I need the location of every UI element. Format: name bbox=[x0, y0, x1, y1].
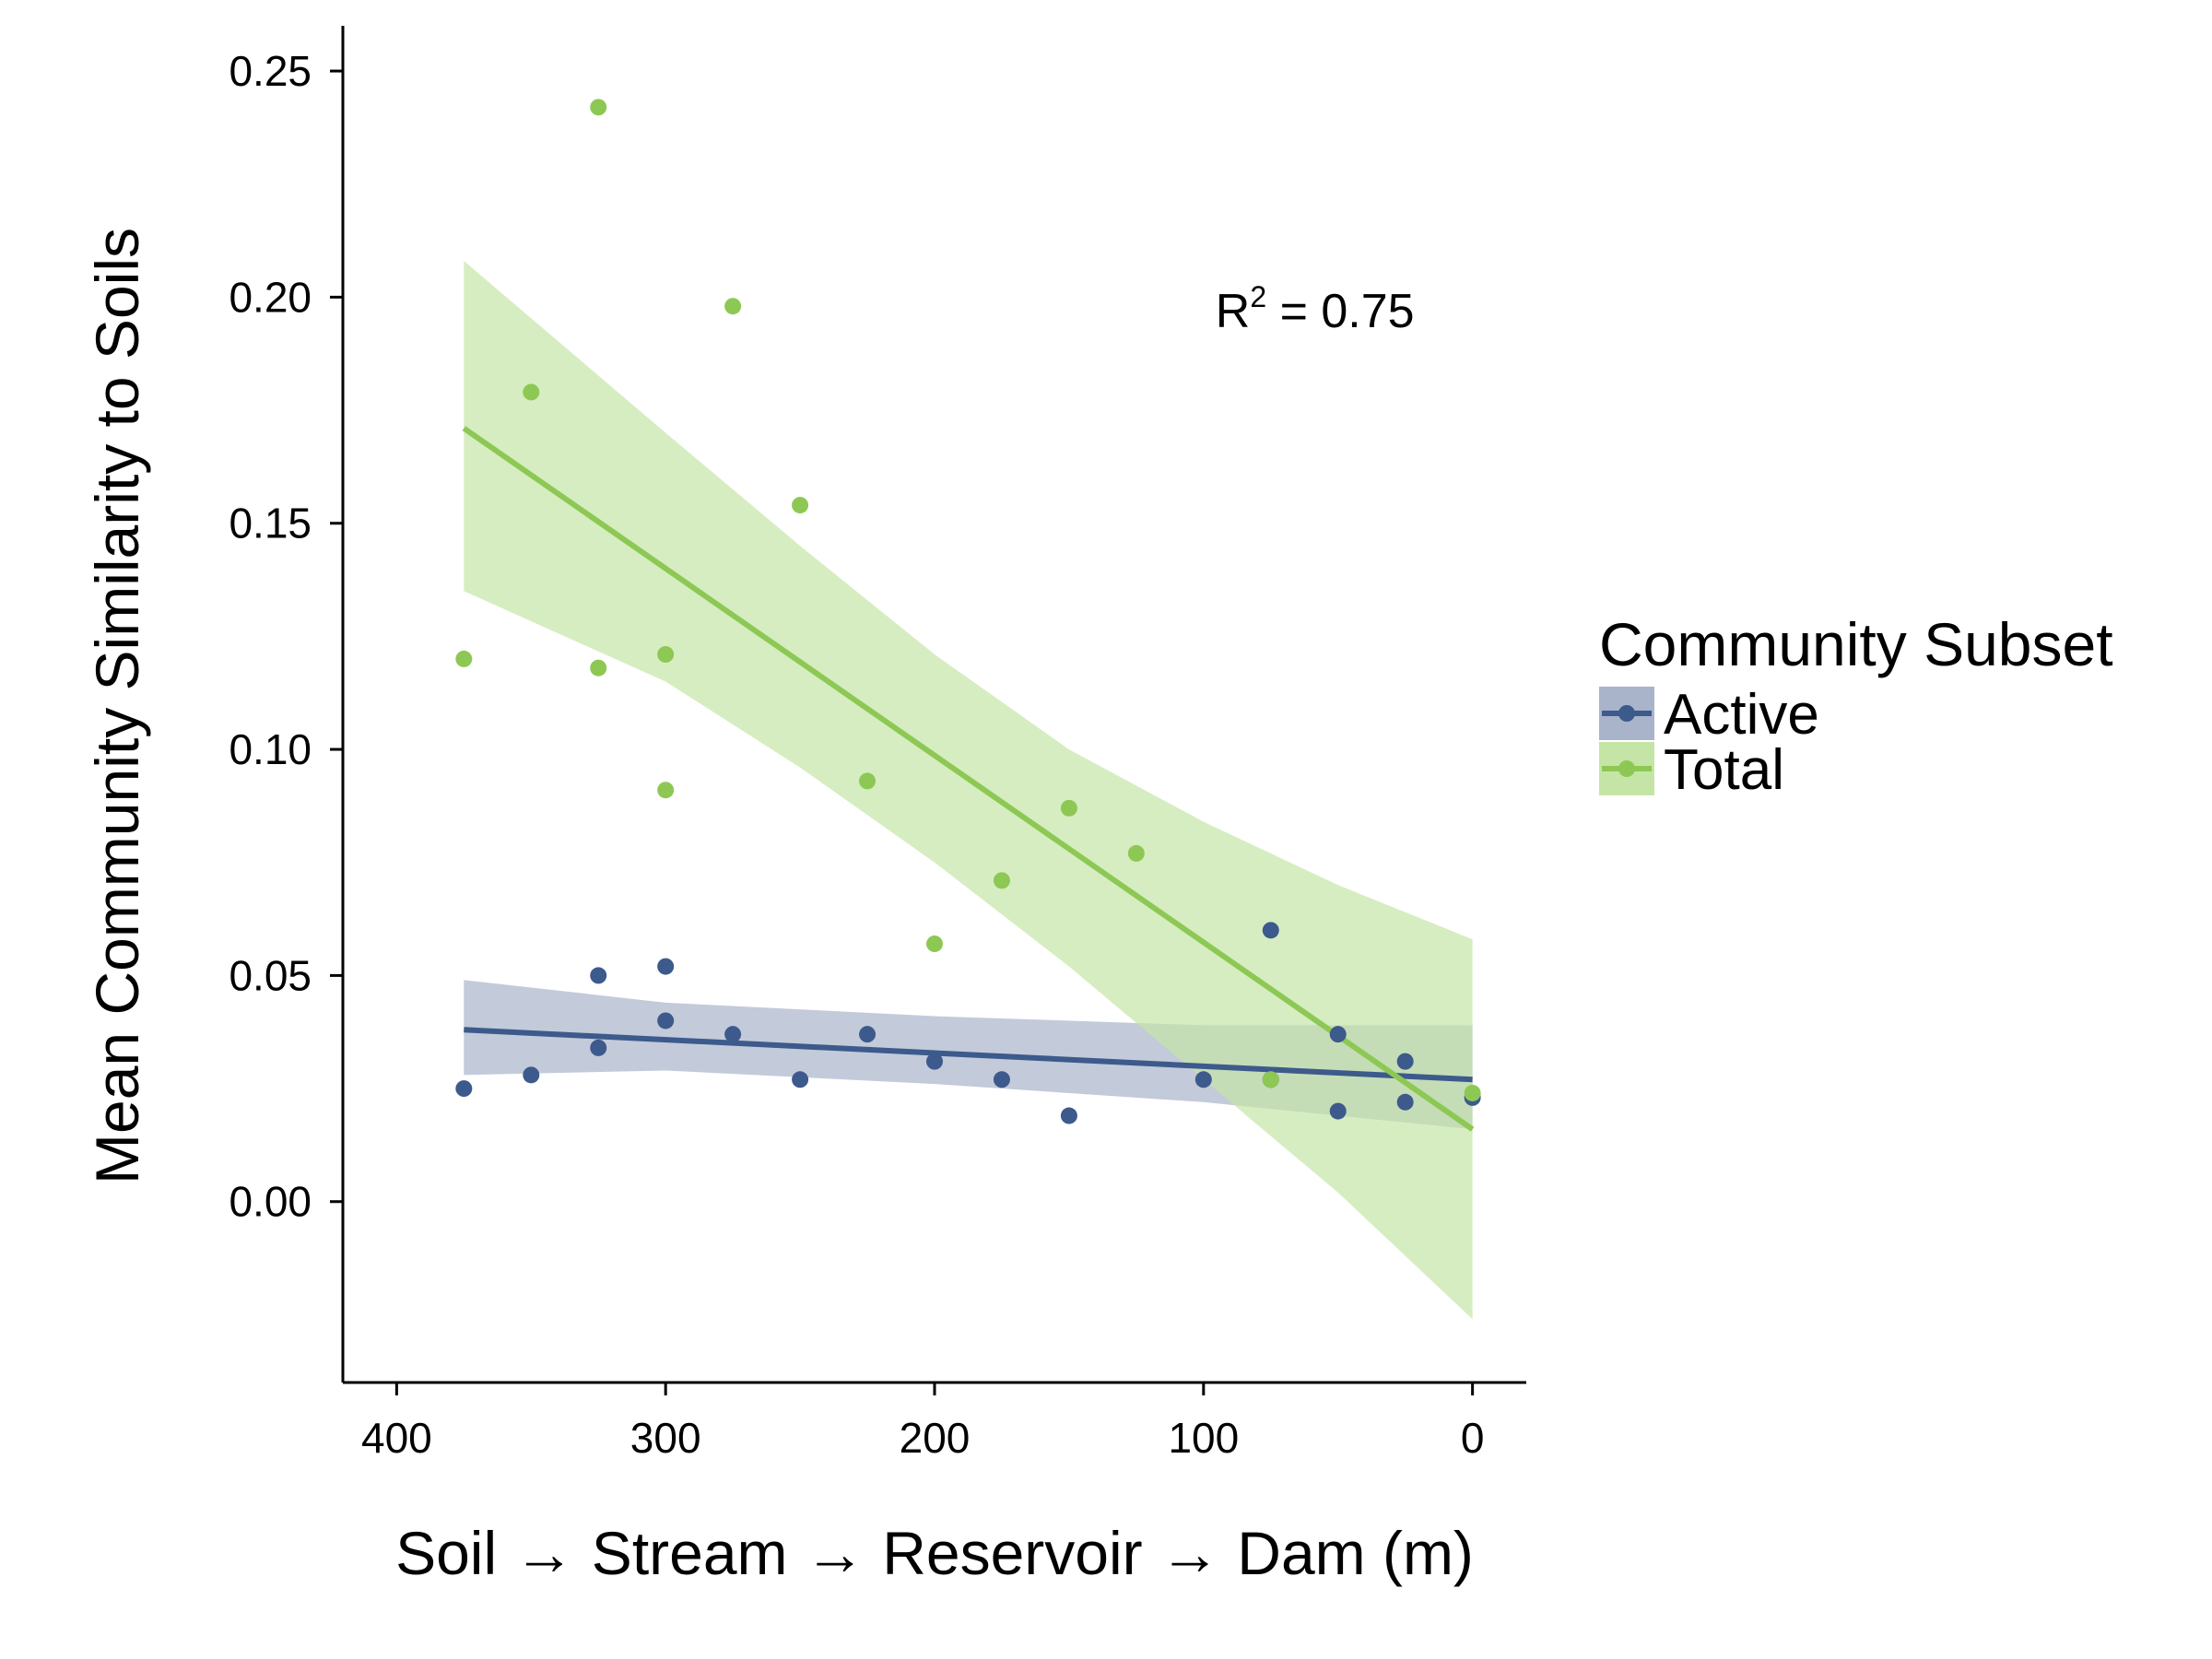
data-point-total bbox=[523, 383, 540, 401]
legend-label-total: Total bbox=[1664, 738, 1784, 802]
data-point-total bbox=[590, 659, 607, 677]
data-point-active bbox=[1262, 922, 1279, 939]
data-point-active bbox=[724, 1026, 742, 1043]
r-squared-base: R bbox=[1216, 285, 1251, 338]
data-point-active bbox=[590, 1039, 607, 1056]
fit-line-active bbox=[464, 1027, 1473, 1083]
data-point-total bbox=[455, 650, 473, 667]
r-squared-annotation: R2 = 0.75 bbox=[1216, 280, 1415, 338]
legend-title: Community Subset bbox=[1599, 610, 2113, 678]
data-point-active bbox=[1060, 1107, 1077, 1124]
legend-entry-active: Active bbox=[1599, 683, 1819, 747]
y-axis-ticks: 0.00 0.05 0.10 0.15 0.20 0.25 bbox=[229, 47, 343, 1226]
data-point-active bbox=[859, 1026, 877, 1043]
x-tick-label: 400 bbox=[361, 1414, 432, 1462]
data-point-total bbox=[1127, 844, 1145, 862]
data-point-active bbox=[993, 1071, 1010, 1088]
data-point-total bbox=[1464, 1084, 1481, 1101]
x-tick-label: 200 bbox=[900, 1414, 971, 1462]
legend-entry-total: Total bbox=[1599, 738, 1784, 802]
data-point-total bbox=[1060, 799, 1077, 817]
data-point-total bbox=[859, 772, 877, 790]
data-point-active bbox=[523, 1066, 540, 1084]
data-point-active bbox=[1329, 1026, 1347, 1043]
legend-dot-active bbox=[1618, 705, 1635, 722]
data-point-active bbox=[657, 958, 675, 975]
x-tick-label: 0 bbox=[1461, 1414, 1485, 1462]
y-tick-label: 0.10 bbox=[229, 725, 312, 773]
data-point-active bbox=[455, 1080, 473, 1098]
r-squared-value: = 0.75 bbox=[1266, 285, 1414, 338]
data-point-total bbox=[1262, 1071, 1279, 1088]
fit-lines bbox=[462, 426, 1475, 1132]
legend: Community Subset Active Total bbox=[1599, 610, 2113, 802]
data-point-active bbox=[590, 967, 607, 984]
data-point-total bbox=[792, 497, 809, 514]
data-point-active bbox=[657, 1012, 675, 1030]
data-points bbox=[455, 99, 1481, 1124]
x-tick-label: 100 bbox=[1168, 1414, 1239, 1462]
confidence-band-total bbox=[464, 261, 1473, 1320]
data-point-active bbox=[1329, 1102, 1347, 1120]
y-tick-label: 0.00 bbox=[229, 1178, 312, 1226]
y-axis-title: Mean Community Similarity to Soils bbox=[83, 228, 151, 1184]
data-point-active bbox=[792, 1071, 809, 1088]
y-tick-label: 0.05 bbox=[229, 951, 312, 999]
data-point-total bbox=[590, 99, 607, 116]
fit-line-total bbox=[462, 426, 1475, 1132]
data-point-total bbox=[926, 935, 943, 953]
x-tick-label: 300 bbox=[630, 1414, 701, 1462]
data-point-total bbox=[993, 872, 1010, 889]
data-point-active bbox=[1194, 1071, 1212, 1088]
y-tick-label: 0.20 bbox=[229, 273, 312, 321]
x-axis-ticks: 400 300 200 100 0 bbox=[361, 1382, 1484, 1462]
y-tick-label: 0.25 bbox=[229, 47, 312, 95]
data-point-total bbox=[657, 782, 675, 799]
x-axis-title: Soil → Stream → Reservoir → Dam (m) bbox=[395, 1519, 1474, 1587]
confidence-bands bbox=[464, 261, 1473, 1320]
y-tick-label: 0.15 bbox=[229, 500, 312, 547]
r-squared-superscript: 2 bbox=[1250, 280, 1266, 313]
data-point-total bbox=[657, 646, 675, 664]
data-point-active bbox=[1396, 1093, 1414, 1111]
data-point-active bbox=[1396, 1053, 1414, 1070]
legend-label-active: Active bbox=[1664, 683, 1819, 747]
data-point-total bbox=[724, 298, 742, 315]
legend-dot-total bbox=[1618, 760, 1635, 777]
data-point-active bbox=[926, 1053, 943, 1070]
